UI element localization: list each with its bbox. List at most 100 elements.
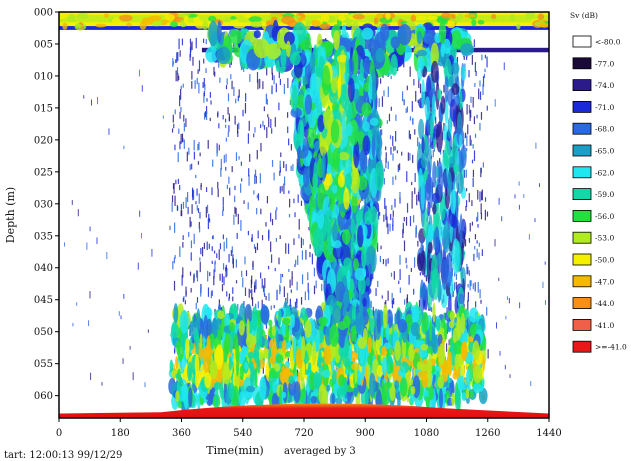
echo-blob bbox=[290, 313, 296, 328]
x-axis: 0 180 360 540 720 900 1080 1260 1440 bbox=[56, 418, 562, 439]
echo-blob bbox=[217, 20, 222, 44]
echo-speckle bbox=[198, 82, 200, 94]
echo-speckle bbox=[273, 75, 275, 85]
echo-speckle bbox=[418, 300, 421, 312]
echo-blob bbox=[447, 171, 452, 197]
echo-blob bbox=[428, 384, 434, 401]
echo-speckle bbox=[292, 163, 294, 171]
echo-speckle bbox=[406, 203, 409, 213]
echo-speckle bbox=[189, 38, 192, 44]
echo-blob bbox=[323, 108, 334, 130]
echo-blob bbox=[211, 317, 218, 339]
echo-blob bbox=[361, 102, 372, 117]
echo-blob bbox=[441, 12, 451, 19]
echo-blob bbox=[215, 344, 224, 370]
echo-blob bbox=[460, 312, 466, 335]
echo-speckle bbox=[474, 133, 477, 138]
echo-speckle bbox=[379, 211, 381, 216]
echo-blob bbox=[430, 60, 439, 83]
echo-blob bbox=[465, 369, 471, 387]
echo-speckle bbox=[463, 169, 466, 178]
echo-speckle bbox=[192, 189, 195, 200]
echo-speckle bbox=[179, 95, 181, 107]
echo-blob bbox=[224, 313, 231, 329]
echo-speckle bbox=[208, 213, 210, 221]
echo-speckle bbox=[173, 222, 176, 233]
echo-speckle bbox=[188, 147, 190, 155]
echo-blob bbox=[62, 22, 68, 30]
echo-speckle bbox=[262, 365, 264, 374]
sea-bottom-echo bbox=[59, 403, 549, 418]
echo-blob bbox=[432, 202, 437, 215]
echo-speckle bbox=[206, 98, 208, 102]
echo-speckle bbox=[273, 172, 275, 181]
echo-speckle bbox=[198, 221, 200, 229]
echo-speckle bbox=[393, 145, 395, 152]
echo-speckle bbox=[418, 188, 420, 195]
echo-speckle bbox=[476, 248, 478, 258]
echo-blob bbox=[509, 13, 515, 23]
echo-speckle bbox=[122, 358, 124, 364]
echo-speckle bbox=[474, 62, 476, 72]
echo-blob bbox=[464, 308, 470, 320]
echo-blob bbox=[183, 15, 189, 24]
echo-speckle bbox=[425, 274, 427, 282]
echo-speckle bbox=[248, 288, 250, 298]
echo-speckle bbox=[443, 122, 445, 132]
echo-speckle bbox=[64, 242, 66, 247]
echo-blob bbox=[248, 16, 262, 23]
echo-speckle bbox=[486, 307, 488, 316]
echo-blob bbox=[429, 320, 433, 342]
echo-blob bbox=[374, 31, 386, 54]
echo-speckle bbox=[259, 173, 261, 184]
echo-speckle bbox=[467, 297, 469, 301]
echo-speckle bbox=[183, 123, 185, 132]
echo-speckle bbox=[372, 272, 374, 279]
echo-blob bbox=[410, 385, 416, 395]
echo-blob bbox=[343, 19, 354, 24]
echo-blob bbox=[283, 31, 295, 46]
echo-blob bbox=[376, 364, 384, 377]
echo-blob bbox=[431, 192, 440, 204]
echo-speckle bbox=[226, 78, 228, 85]
echo-speckle bbox=[275, 210, 277, 220]
legend-swatch bbox=[572, 57, 592, 70]
echo-speckle bbox=[467, 284, 469, 288]
echo-speckle bbox=[494, 239, 496, 247]
echo-speckle bbox=[311, 253, 313, 265]
echo-speckle bbox=[171, 128, 174, 133]
echo-blob bbox=[250, 21, 264, 28]
echo-speckle bbox=[392, 224, 394, 231]
echo-blob bbox=[394, 340, 401, 361]
echo-speckle bbox=[232, 287, 234, 294]
echo-speckle bbox=[257, 79, 259, 90]
echo-speckle bbox=[370, 300, 372, 309]
echo-speckle bbox=[264, 278, 266, 289]
echo-speckle bbox=[478, 242, 480, 247]
echo-speckle bbox=[409, 216, 412, 227]
echo-blob bbox=[427, 241, 433, 254]
echo-speckle bbox=[464, 132, 467, 139]
echo-speckle bbox=[433, 148, 436, 152]
echo-blob bbox=[458, 293, 465, 305]
echo-blob bbox=[302, 75, 307, 86]
echo-speckle bbox=[305, 249, 307, 260]
echo-speckle bbox=[486, 105, 488, 111]
echo-blob bbox=[451, 62, 460, 75]
echo-speckle bbox=[202, 82, 204, 89]
echo-speckle bbox=[476, 114, 478, 119]
echo-blob bbox=[345, 158, 352, 176]
echo-speckle bbox=[205, 187, 208, 193]
echo-speckle bbox=[401, 151, 403, 156]
echo-speckle bbox=[482, 162, 484, 168]
echo-speckle bbox=[279, 166, 281, 173]
echo-speckle bbox=[241, 178, 243, 182]
echo-speckle bbox=[393, 271, 395, 280]
echo-blob bbox=[345, 22, 353, 27]
echo-blob bbox=[341, 229, 351, 245]
echo-speckle bbox=[458, 146, 460, 152]
echo-blob bbox=[477, 19, 485, 25]
echo-speckle bbox=[472, 177, 474, 187]
echo-blob bbox=[460, 341, 468, 361]
echo-speckle bbox=[454, 272, 456, 277]
